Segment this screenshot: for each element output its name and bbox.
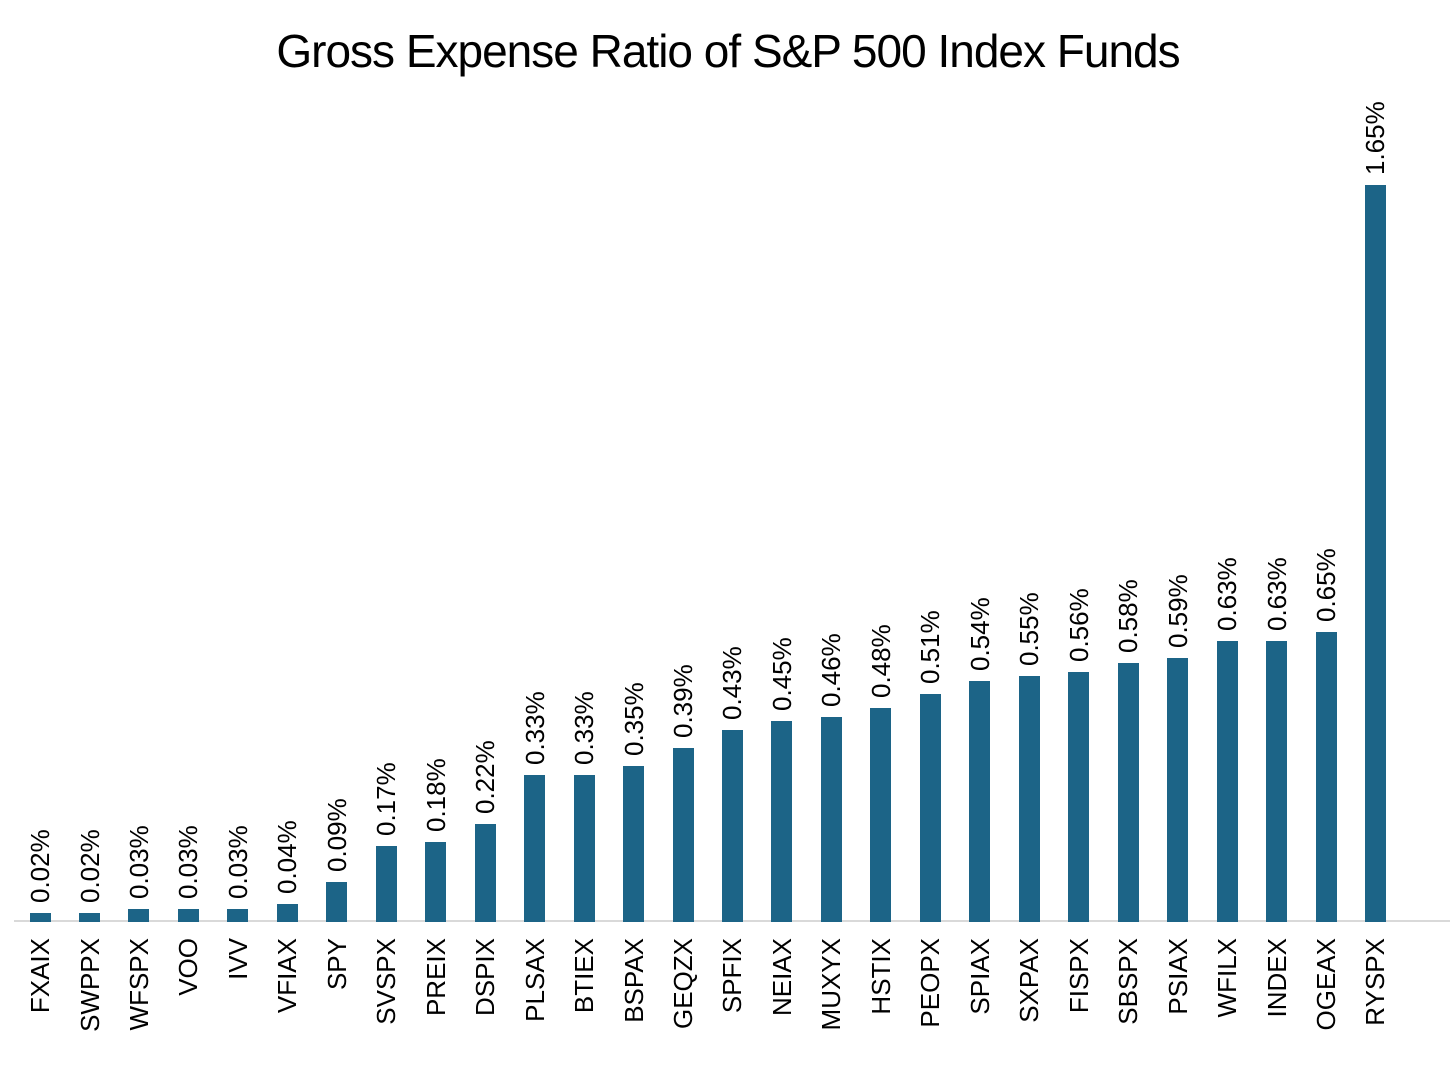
bar bbox=[1216, 641, 1238, 922]
bar-value-label: 0.58% bbox=[1113, 579, 1144, 653]
bar-value-label: 0.65% bbox=[1311, 548, 1341, 622]
bar-value-label: 0.22% bbox=[470, 740, 501, 814]
bar bbox=[721, 730, 743, 922]
x-tick-label: FXAIX bbox=[25, 938, 55, 1014]
x-tick-label: SPY bbox=[321, 938, 352, 991]
bar bbox=[623, 766, 644, 922]
bar-value-label: 0.54% bbox=[964, 597, 995, 671]
x-tick-label: MUXYX bbox=[816, 938, 847, 1031]
x-tick-label: SPFIX bbox=[717, 938, 748, 1014]
bar-value-label: 0.56% bbox=[1063, 588, 1094, 662]
bar-value-label: 0.03% bbox=[222, 825, 253, 899]
bar-value-label: 0.46% bbox=[816, 633, 847, 707]
x-tick-label: VOO bbox=[173, 938, 204, 996]
bar-value-label: 0.03% bbox=[173, 825, 204, 899]
bar bbox=[820, 717, 842, 922]
bar-value-label: 0.18% bbox=[420, 758, 451, 832]
x-tick-label: SPIAX bbox=[964, 938, 995, 1015]
x-tick-label: GEQZX bbox=[668, 938, 698, 1030]
x-tick-label: PSIAX bbox=[1162, 938, 1193, 1015]
bar-value-label: 0.02% bbox=[74, 829, 105, 903]
x-tick-label: WFILX bbox=[1212, 938, 1242, 1018]
x-tick-label: VFIAX bbox=[272, 938, 303, 1014]
bar bbox=[425, 842, 447, 922]
bar-value-label: 0.48% bbox=[865, 624, 896, 698]
bar-value-label: 0.35% bbox=[618, 682, 649, 756]
bar bbox=[573, 775, 595, 922]
bar bbox=[128, 909, 150, 922]
bar bbox=[771, 721, 793, 922]
chart-title: Gross Expense Ratio of S&P 500 Index Fun… bbox=[276, 25, 1180, 77]
bar bbox=[672, 748, 694, 922]
x-tick-label: OGEAX bbox=[1311, 938, 1341, 1031]
bar-value-label: 1.65% bbox=[1360, 101, 1391, 175]
bar bbox=[474, 824, 496, 922]
bar bbox=[969, 681, 991, 922]
bar-value-label: 0.59% bbox=[1162, 574, 1193, 648]
bar bbox=[326, 882, 348, 922]
bar bbox=[375, 846, 397, 922]
bar-value-label: 0.39% bbox=[668, 664, 698, 738]
bar-value-label: 0.03% bbox=[123, 825, 154, 899]
bar bbox=[227, 909, 249, 922]
x-tick-label: SBSPX bbox=[1113, 938, 1144, 1025]
bar bbox=[1068, 672, 1090, 922]
bar bbox=[1315, 632, 1337, 922]
x-tick-label: INDEX bbox=[1261, 938, 1292, 1018]
x-tick-label: NEIAX bbox=[766, 938, 797, 1017]
bar-value-label: 0.43% bbox=[717, 646, 748, 720]
x-tick-label: PREIX bbox=[420, 938, 451, 1017]
bar bbox=[1167, 658, 1189, 922]
bar bbox=[1117, 663, 1139, 922]
x-tick-label: WFSPX bbox=[123, 938, 154, 1031]
bar-value-label: 0.45% bbox=[766, 637, 797, 711]
bar bbox=[1018, 676, 1040, 922]
bar-value-label: 0.17% bbox=[371, 762, 402, 836]
x-tick-label: SWPPX bbox=[74, 938, 105, 1032]
bar-value-label: 0.55% bbox=[1014, 592, 1045, 666]
x-tick-label: FISPX bbox=[1063, 938, 1094, 1014]
bar bbox=[29, 913, 51, 922]
bar bbox=[177, 909, 199, 922]
x-tick-label: SVSPX bbox=[371, 938, 402, 1025]
bar bbox=[276, 904, 298, 922]
bar bbox=[79, 913, 100, 922]
bar-value-label: 0.02% bbox=[25, 829, 55, 903]
bar-value-label: 0.33% bbox=[519, 691, 550, 765]
x-tick-label: BSPAX bbox=[618, 938, 649, 1023]
bar-value-label: 0.04% bbox=[272, 820, 303, 894]
bar-value-label: 0.63% bbox=[1261, 557, 1292, 631]
x-tick-label: BTIEX bbox=[569, 938, 600, 1014]
bar bbox=[1266, 641, 1287, 922]
x-tick-label: SXPAX bbox=[1014, 938, 1045, 1023]
x-tick-label: IVV bbox=[222, 938, 253, 980]
x-tick-label: PEOPX bbox=[915, 938, 946, 1028]
bar bbox=[919, 694, 941, 922]
bar-value-label: 0.51% bbox=[915, 610, 946, 684]
bar-value-label: 0.33% bbox=[569, 691, 600, 765]
bar bbox=[870, 708, 892, 922]
bar bbox=[1364, 185, 1386, 922]
x-tick-label: RYSPX bbox=[1360, 938, 1391, 1026]
x-tick-label: HSTIX bbox=[865, 938, 896, 1015]
bar-value-label: 0.63% bbox=[1212, 557, 1242, 631]
x-tick-label: PLSAX bbox=[519, 938, 550, 1022]
x-tick-label: DSPIX bbox=[470, 938, 501, 1017]
bar bbox=[524, 775, 546, 922]
bar-value-label: 0.09% bbox=[321, 798, 352, 872]
